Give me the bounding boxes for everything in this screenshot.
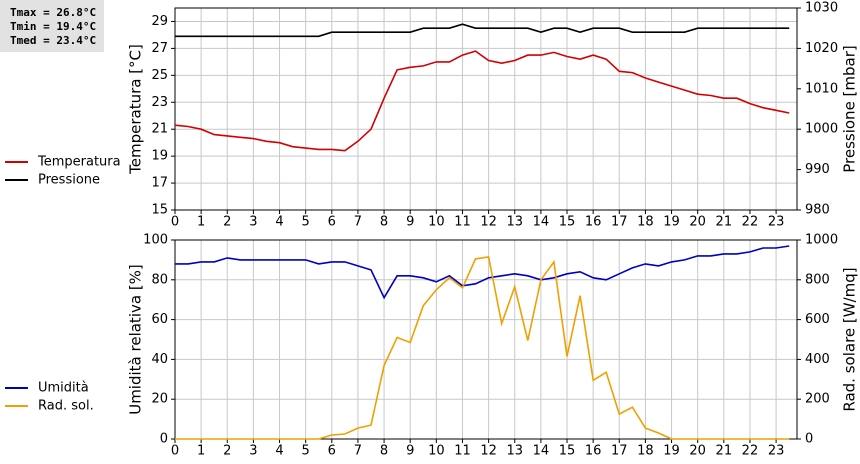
y-tick-label: 60 <box>151 312 168 327</box>
y2-tick-label: 1000 <box>805 233 838 248</box>
x-tick-label: 23 <box>768 444 785 459</box>
plot-area <box>175 8 797 210</box>
y2-axis-label: Rad. solare [W/mq] <box>841 267 859 411</box>
x-tick-label: 17 <box>611 215 628 230</box>
x-tick-label: 3 <box>249 444 257 459</box>
series-line <box>175 255 790 440</box>
x-tick-label: 13 <box>506 444 523 459</box>
legend-label: Umidità <box>38 381 89 396</box>
y-tick-label: 23 <box>151 95 168 110</box>
y-axis-label: Umidità relativa [%] <box>127 264 145 415</box>
x-tick-label: 6 <box>328 215 336 230</box>
x-tick-label: 19 <box>663 215 680 230</box>
x-tick-label: 19 <box>663 444 680 459</box>
x-tick-label: 12 <box>480 215 497 230</box>
y-tick-label: 80 <box>151 272 168 287</box>
y-tick-label: 29 <box>151 14 168 29</box>
x-tick-label: 7 <box>354 215 362 230</box>
stats-background <box>0 0 104 52</box>
x-tick-label: 22 <box>742 215 759 230</box>
x-tick-label: 9 <box>406 215 414 230</box>
series-line <box>174 50 790 152</box>
x-tick-label: 20 <box>689 444 706 459</box>
y-tick-label: 21 <box>151 122 168 137</box>
y2-tick-label: 200 <box>805 392 830 407</box>
plot-frame <box>174 239 798 440</box>
x-tick-label: 16 <box>585 215 602 230</box>
series-line <box>175 245 790 300</box>
x-tick-label: 0 <box>171 444 179 459</box>
plot-area <box>175 240 797 439</box>
y2-tick-label: 1010 <box>805 81 838 96</box>
y2-tick-label: 980 <box>805 203 830 218</box>
legend-label: Rad. sol. <box>38 399 94 414</box>
y2-tick-label: 1000 <box>805 122 838 137</box>
x-tick-label: 15 <box>559 444 576 459</box>
plot-frame <box>174 7 798 211</box>
y-tick-label: 19 <box>151 149 168 164</box>
x-tick-label: 11 <box>454 444 471 459</box>
x-tick-label: 17 <box>611 444 628 459</box>
x-tick-label: 15 <box>559 215 576 230</box>
stats-text: Tmin = 19.4°C <box>10 20 96 33</box>
x-tick-label: 13 <box>506 215 523 230</box>
legend-label: Pressione <box>38 173 100 188</box>
x-tick-label: 3 <box>249 215 257 230</box>
x-tick-label: 1 <box>197 215 205 230</box>
y2-tick-label: 1030 <box>805 1 838 16</box>
x-tick-label: 4 <box>275 444 283 459</box>
x-tick-label: 4 <box>275 215 283 230</box>
x-tick-label: 21 <box>716 215 733 230</box>
x-tick-label: 22 <box>742 444 759 459</box>
x-tick-label: 5 <box>302 444 310 459</box>
x-tick-label: 11 <box>454 215 471 230</box>
x-tick-label: 5 <box>302 215 310 230</box>
x-tick-label: 8 <box>380 215 388 230</box>
x-tick-label: 10 <box>428 215 445 230</box>
y2-tick-label: 600 <box>805 312 830 327</box>
y2-tick-label: 400 <box>805 352 830 367</box>
x-tick-label: 21 <box>716 444 733 459</box>
x-tick-label: 2 <box>223 215 231 230</box>
y-tick-label: 27 <box>151 41 168 56</box>
y2-tick-label: 0 <box>805 432 813 447</box>
y-tick-label: 17 <box>151 176 168 191</box>
stats-text: Tmax = 26.8°C <box>10 6 96 19</box>
y2-tick-label: 1020 <box>805 41 838 56</box>
y2-axis-label: Pressione [mbar] <box>841 45 859 173</box>
y-tick-label: 100 <box>143 233 168 248</box>
stats-text: Tmed = 23.4°C <box>10 34 96 47</box>
x-tick-label: 16 <box>585 444 602 459</box>
x-tick-label: 10 <box>428 444 445 459</box>
y-tick-label: 25 <box>151 68 168 83</box>
series-line <box>175 23 790 38</box>
y-tick-label: 40 <box>151 352 168 367</box>
x-tick-label: 8 <box>380 444 388 459</box>
x-tick-label: 20 <box>689 215 706 230</box>
x-tick-label: 2 <box>223 444 231 459</box>
x-tick-label: 1 <box>197 444 205 459</box>
x-tick-label: 23 <box>768 215 785 230</box>
legend-label: Temperatura <box>37 155 121 170</box>
x-tick-label: 6 <box>328 444 336 459</box>
x-tick-label: 18 <box>637 215 654 230</box>
stats-box: Tmax = 26.8°C Tmin = 19.4°C Tmed = 23.4°… <box>0 0 104 52</box>
y-tick-label: 0 <box>160 432 168 447</box>
y-tick-label: 20 <box>151 392 168 407</box>
x-tick-label: 12 <box>480 444 497 459</box>
x-tick-label: 9 <box>406 444 414 459</box>
y2-tick-label: 990 <box>805 162 830 177</box>
x-tick-label: 14 <box>533 444 550 459</box>
y-axis-label: Temperatura [°C] <box>127 44 145 175</box>
x-tick-label: 18 <box>637 444 654 459</box>
x-tick-label: 0 <box>171 215 179 230</box>
y-tick-label: 15 <box>151 203 168 218</box>
x-tick-label: 14 <box>533 215 550 230</box>
y2-tick-label: 800 <box>805 272 830 287</box>
x-tick-label: 7 <box>354 444 362 459</box>
